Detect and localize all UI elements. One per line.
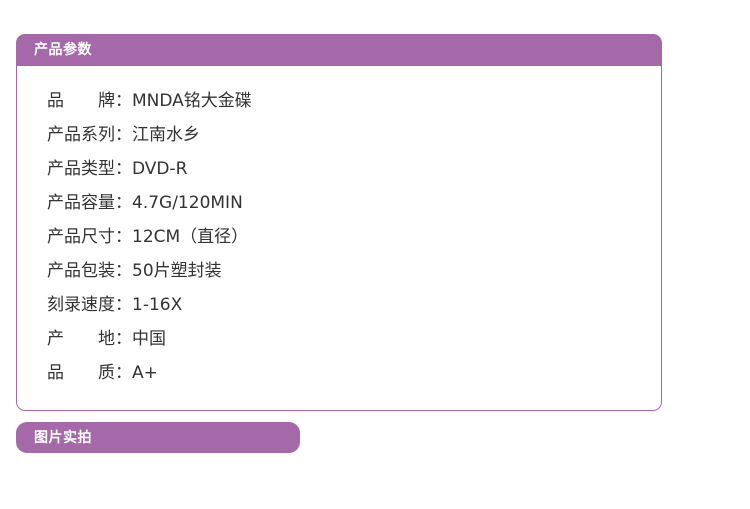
param-row: 产品系列 ： 江南水乡 <box>17 118 661 152</box>
param-row: 产品类型 ： DVD-R <box>17 152 661 186</box>
param-separator: ： <box>115 90 132 111</box>
param-separator: ： <box>115 362 132 383</box>
param-value: 江南水乡 <box>132 124 200 145</box>
product-parameters-body: 品 牌 ： MNDA铭大金碟 产品系列 ： 江南水乡 产品类型 ： DVD-R … <box>16 66 662 411</box>
param-value: 4.7G/120MIN <box>132 192 243 213</box>
param-separator: ： <box>115 158 132 179</box>
param-row: 产品包装 ： 50片塑封装 <box>17 254 661 288</box>
param-label: 产 地 <box>47 328 115 349</box>
param-row: 刻录速度 ： 1-16X <box>17 288 661 322</box>
param-value: 1-16X <box>132 294 183 315</box>
param-label: 刻录速度 <box>47 294 115 315</box>
photos-section-header: 图片实拍 <box>16 422 300 453</box>
param-row: 产 地 ： 中国 <box>17 322 661 356</box>
param-value: DVD-R <box>132 158 188 179</box>
param-label: 品 质 <box>47 362 115 383</box>
param-label: 产品容量 <box>47 192 115 213</box>
param-label: 产品类型 <box>47 158 115 179</box>
param-label: 产品系列 <box>47 124 115 145</box>
param-row: 品 牌 ： MNDA铭大金碟 <box>17 84 661 118</box>
param-value: 12CM（直径） <box>132 226 249 247</box>
param-separator: ： <box>115 294 132 315</box>
param-row: 品 质 ： A+ <box>17 356 661 390</box>
param-label: 产品尺寸 <box>47 226 115 247</box>
param-label: 产品包装 <box>47 260 115 281</box>
param-value: 中国 <box>132 328 166 349</box>
param-value: A+ <box>132 362 158 383</box>
product-parameters-header: 产品参数 <box>16 34 662 66</box>
param-value: MNDA铭大金碟 <box>132 90 252 111</box>
param-separator: ： <box>115 124 132 145</box>
param-separator: ： <box>115 192 132 213</box>
param-label: 品 牌 <box>47 90 115 111</box>
param-separator: ： <box>115 260 132 281</box>
param-separator: ： <box>115 328 132 349</box>
photos-section-title: 图片实拍 <box>34 429 92 446</box>
product-parameters-title: 产品参数 <box>34 42 92 58</box>
param-value: 50片塑封装 <box>132 260 222 281</box>
product-parameters-panel: 产品参数 品 牌 ： MNDA铭大金碟 产品系列 ： 江南水乡 产品类型 ： D… <box>16 34 662 411</box>
param-row: 产品尺寸 ： 12CM（直径） <box>17 220 661 254</box>
param-separator: ： <box>115 226 132 247</box>
param-row: 产品容量 ： 4.7G/120MIN <box>17 186 661 220</box>
